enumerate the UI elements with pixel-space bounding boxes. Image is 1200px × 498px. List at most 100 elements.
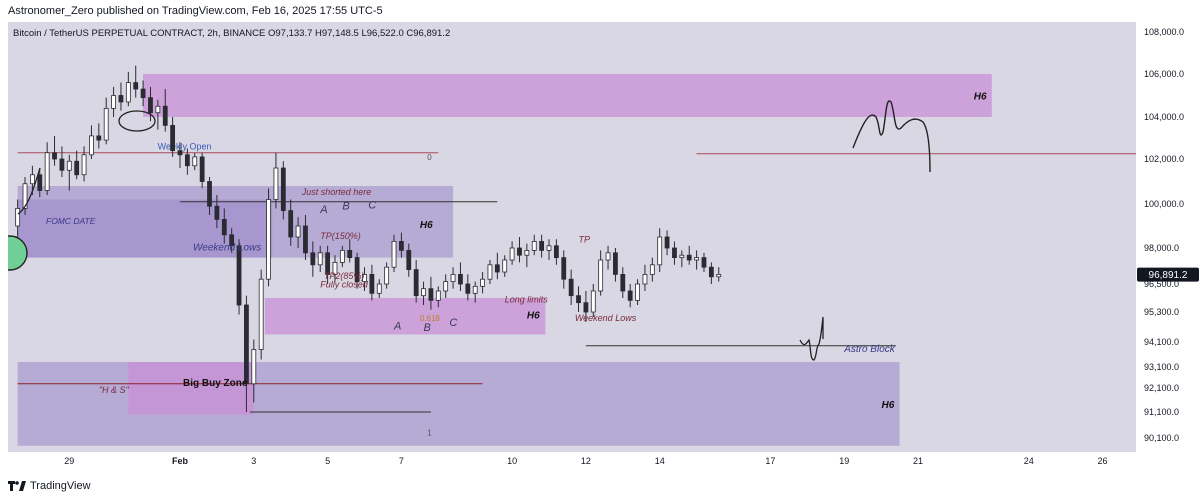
annotation-0: Just shorted here: [301, 187, 372, 197]
candle-0: [15, 199, 21, 244]
candle-12: [103, 97, 109, 145]
price-chart[interactable]: Weekly Open Just shorted here H6 TP(150%) T…: [0, 22, 1200, 474]
symbol-legend: Bitcoin / TetherUS PERPETUAL CONTRACT, 2…: [13, 28, 450, 39]
candle-11: [96, 123, 102, 149]
x-tick-8: 17: [765, 456, 775, 466]
y-tick-4: 100,000.0: [1144, 199, 1184, 209]
candle-87: [657, 228, 663, 272]
y-tick-12: 90,100.0: [1144, 433, 1179, 443]
candle-8: [74, 150, 80, 180]
footer-watermark: TradingView: [8, 476, 91, 496]
publication-bar: Astronomer_Zero published on TradingView…: [0, 0, 1200, 22]
candle-14: [118, 82, 124, 111]
candle-23: [184, 148, 190, 175]
y-tick-3: 102,000.0: [1144, 154, 1184, 164]
x-tick-12: 26: [1097, 456, 1107, 466]
candle-29: [229, 228, 235, 253]
x-axis: 29 Feb 3 5 7 10 12 14 17 19 21 24 26: [64, 456, 1107, 466]
candle-27: [214, 195, 220, 229]
y-tick-6: 96,500.0: [1144, 279, 1179, 289]
annotation-9: Astro Block: [843, 344, 896, 355]
zone-label-4: H6: [882, 400, 895, 411]
candle-47: [362, 267, 367, 291]
last-price-text: 96,891.2: [1149, 270, 1188, 281]
candle-41: [317, 245, 323, 272]
annotation-8: Weekend Lows: [575, 313, 637, 323]
candle-78: [590, 284, 596, 317]
candle-10: [89, 125, 94, 159]
y-axis: 108,000.0 106,000.0 104,000.0 102,000.0 100,…: [1144, 27, 1184, 443]
candle-59: [450, 267, 456, 289]
x-tick-4: 7: [399, 456, 404, 466]
zone-2: [17, 186, 454, 258]
annotation-16: C: [449, 317, 457, 329]
annotation-18: 1: [427, 428, 432, 437]
y-tick-2: 104,000.0: [1144, 112, 1184, 122]
candle-38: [295, 217, 301, 248]
candle-49: [376, 279, 382, 298]
candle-18: [148, 86, 153, 122]
candle-54: [413, 260, 419, 303]
candle-67: [509, 241, 515, 265]
candle-81: [613, 248, 618, 282]
y-tick-11: 91,100.0: [1144, 407, 1179, 417]
last-price-label: 96,891.2: [1137, 267, 1199, 282]
candle-82: [620, 267, 626, 298]
annotation-10: "H & S": [99, 385, 130, 395]
annotation-13: C: [368, 199, 376, 211]
annotation-14: A: [393, 321, 401, 333]
zone-label-2: Weekend Lows: [193, 242, 261, 253]
zones-layer: [17, 74, 992, 446]
candle-48: [369, 264, 375, 301]
candle-1: [22, 177, 28, 215]
x-tick-2: 3: [251, 456, 256, 466]
candle-95: [716, 267, 722, 282]
candle-77: [583, 291, 589, 322]
candle-53: [406, 243, 412, 277]
y-axis-background: [1136, 22, 1200, 474]
x-tick-7: 14: [655, 456, 665, 466]
y-tick-1: 106,000.0: [1144, 69, 1184, 79]
annotation-17: 0: [427, 153, 432, 162]
candlestick-chart[interactable]: Weekly Open Just shorted here H6 TP(150%) T…: [0, 22, 1200, 474]
candle-69: [524, 243, 530, 268]
candle-57: [435, 286, 441, 308]
candle-86: [649, 257, 655, 282]
level-label-0: Weekly Open: [158, 142, 212, 152]
zone-5: [128, 362, 254, 415]
x-tick-9: 19: [839, 456, 849, 466]
candle-30: [236, 239, 242, 315]
candle-89: [672, 241, 677, 265]
candle-66: [502, 255, 508, 277]
candle-92: [694, 250, 699, 270]
candle-43: [332, 255, 338, 282]
candle-85: [642, 264, 648, 291]
candle-79: [598, 250, 604, 296]
candle-65: [494, 252, 500, 280]
candle-13: [111, 86, 116, 117]
candle-93: [701, 252, 707, 272]
candle-91: [686, 245, 692, 265]
candle-76: [576, 286, 581, 312]
annotation-12: B: [342, 201, 349, 213]
levels-layer: Weekly Open: [17, 142, 1136, 413]
candle-3: [37, 168, 43, 198]
x-tick-0: 29: [64, 456, 74, 466]
candle-72: [546, 239, 552, 260]
x-tick-3: 5: [325, 456, 330, 466]
top-circle-drawing: [118, 110, 156, 132]
candle-63: [480, 272, 485, 294]
candle-5: [52, 135, 57, 166]
hand-drawn-projection: [852, 100, 931, 173]
candle-16: [133, 65, 139, 98]
zone-label-0: H6: [974, 92, 987, 103]
candle-55: [421, 281, 426, 305]
candle-21: [170, 117, 176, 157]
candle-32: [251, 339, 257, 403]
astro-block-drawing: [799, 316, 824, 361]
candle-90: [679, 250, 685, 268]
zone-label-1: FOMC DATE: [46, 216, 96, 226]
candle-20: [162, 89, 168, 132]
candle-19: [155, 99, 161, 130]
candle-52: [398, 232, 404, 258]
